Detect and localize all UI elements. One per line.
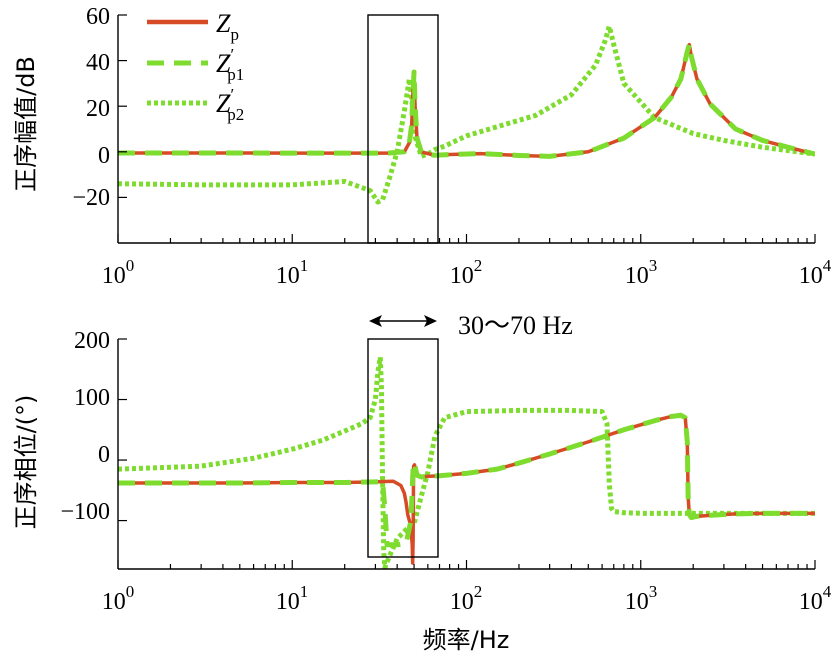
legend-label-zp2: Z′ p2 — [216, 85, 244, 124]
phase-y-tick-label: 200 — [74, 328, 110, 354]
phase-y-ticks — [118, 338, 127, 522]
magnitude-x-tick-label: 103 — [625, 256, 658, 289]
magnitude-x-tick-labels: 100 101 102 103 104 — [102, 256, 832, 289]
phase-y-label: 正序相位/(°) — [12, 395, 40, 530]
phase-y-tick-label: 0 — [98, 442, 110, 468]
phase-series-zp2 — [118, 354, 815, 569]
band-label: 30〜70 Hz — [458, 311, 573, 340]
legend-label-zp: Zp — [216, 9, 239, 44]
magnitude-series-zp1 — [118, 42, 815, 159]
phase-series-zp — [118, 413, 815, 565]
band-box-top — [367, 14, 439, 244]
magnitude-series-zp2 — [118, 23, 815, 205]
x-axis-label: 频率/Hz — [423, 626, 510, 654]
phase-y-tick-label: −100 — [60, 499, 110, 525]
magnitude-x-ticks — [117, 234, 816, 243]
magnitude-y-tick-label: 0 — [98, 143, 110, 169]
phase-x-tick-label: 101 — [276, 582, 309, 615]
magnitude-panel: 100 101 102 103 104 −20 0 20 40 60 正序幅值/… — [12, 4, 832, 289]
phase-y-tick-label: 100 — [74, 385, 110, 411]
magnitude-x-tick-label: 104 — [799, 256, 832, 289]
magnitude-series-group — [118, 23, 815, 205]
phase-series-group — [118, 354, 815, 569]
magnitude-x-tick-label: 101 — [276, 256, 309, 289]
magnitude-y-tick-label: −20 — [72, 185, 110, 211]
band-annotation: 30〜70 Hz — [367, 14, 573, 558]
magnitude-y-label: 正序幅值/dB — [12, 56, 40, 192]
phase-x-tick-label: 104 — [799, 582, 832, 615]
phase-x-tick-label: 102 — [450, 582, 483, 615]
magnitude-y-tick-label: 20 — [86, 96, 110, 122]
phase-series-zp1 — [118, 412, 815, 548]
phase-y-tick-labels: −100 0 100 200 — [60, 328, 110, 525]
band-box-bottom — [367, 338, 439, 558]
magnitude-y-tick-label: 40 — [86, 50, 110, 76]
magnitude-x-tick-label: 102 — [450, 256, 483, 289]
phase-x-tick-label: 100 — [102, 582, 135, 615]
magnitude-x-tick-label: 100 — [102, 256, 135, 289]
band-arrow-left-head — [369, 315, 382, 327]
magnitude-y-tick-labels: −20 0 20 40 60 — [72, 4, 110, 211]
phase-x-ticks — [117, 560, 816, 569]
legend: Zp Z′ p1 Z′ p2 — [147, 9, 244, 124]
magnitude-y-ticks — [118, 14, 127, 198]
band-arrow-right-head — [424, 315, 437, 327]
phase-panel: 100 101 102 103 104 −100 0 100 200 正序相位/… — [12, 328, 832, 654]
legend-label-zp1: Z′ p1 — [216, 45, 244, 84]
phase-x-tick-labels: 100 101 102 103 104 — [102, 582, 832, 615]
magnitude-y-tick-label: 60 — [86, 4, 110, 30]
phase-x-tick-label: 103 — [625, 582, 658, 615]
